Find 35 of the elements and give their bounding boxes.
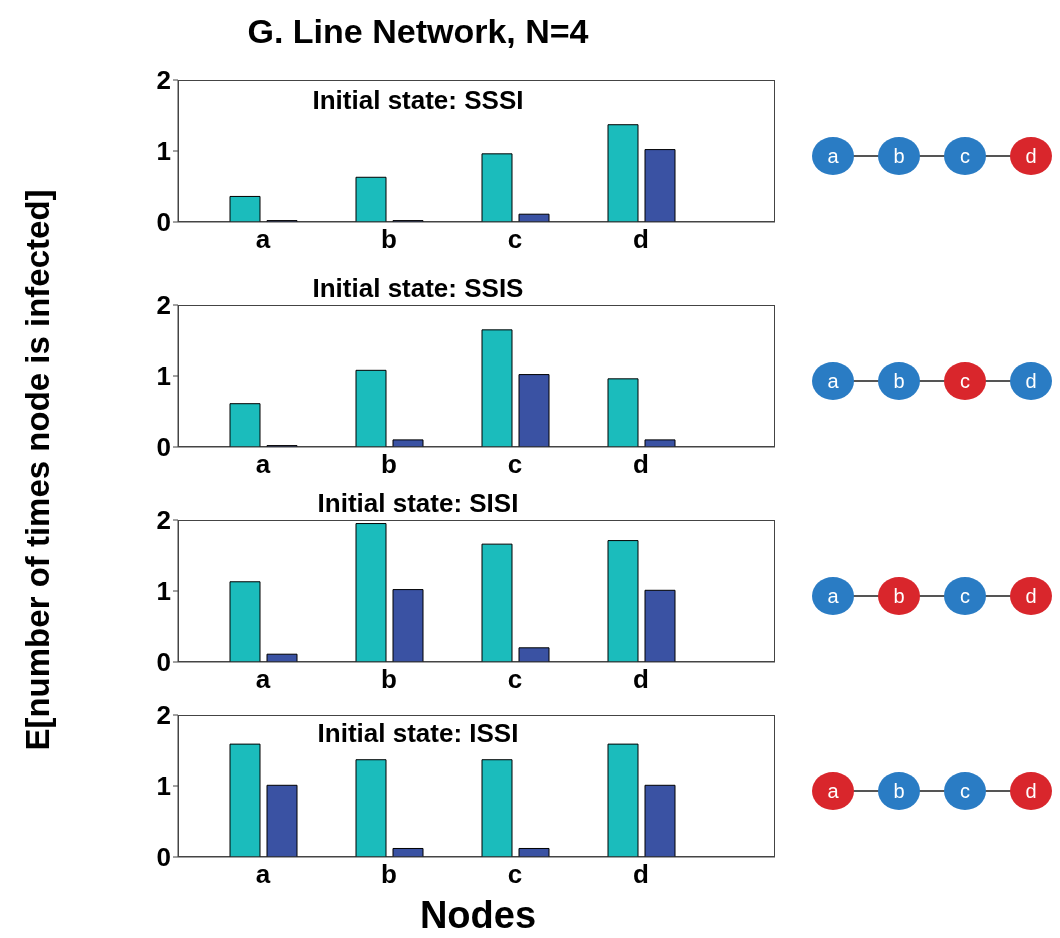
y-tick-label: 0: [156, 207, 171, 238]
x-tick-label: d: [633, 664, 649, 695]
y-tick-label: 1: [156, 771, 171, 802]
x-tick-label: c: [507, 449, 523, 480]
chart-title: Initial state: SSSI: [311, 85, 525, 115]
chart-title: Initial state: SSIS: [311, 273, 525, 303]
y-tick-label: 1: [156, 361, 171, 392]
y-tick-label: 0: [156, 432, 171, 463]
x-tick-label: b: [381, 664, 397, 695]
x-tick-label: b: [381, 859, 397, 890]
text: G. Line Network, N=4: [246, 12, 590, 51]
y-tick-label: 2: [156, 505, 171, 536]
chart-title: Initial state: ISSI: [316, 718, 520, 748]
x-tick-label: c: [507, 859, 523, 890]
y-tick-label: 2: [156, 65, 171, 96]
x-tick-label: d: [633, 859, 649, 890]
x-tick-label: a: [255, 859, 271, 890]
y-axis-title: E[number of times node is infected]: [19, 189, 57, 751]
x-tick-label: d: [633, 449, 649, 480]
y-tick-label: 2: [156, 290, 171, 321]
x-axis-title: Nodes: [419, 893, 537, 937]
x-tick-label: c: [507, 224, 523, 255]
x-tick-label: c: [507, 664, 523, 695]
x-tick-label: a: [255, 449, 271, 480]
y-tick-label: 0: [156, 842, 171, 873]
x-tick-label: b: [381, 224, 397, 255]
x-tick-label: a: [255, 664, 271, 695]
x-tick-label: d: [633, 224, 649, 255]
y-tick-label: 0: [156, 647, 171, 678]
y-tick-label: 1: [156, 576, 171, 607]
y-tick-label: 2: [156, 700, 171, 731]
x-tick-label: a: [255, 224, 271, 255]
chart-title: Initial state: SISI: [316, 488, 520, 518]
y-tick-label: 1: [156, 136, 171, 167]
x-tick-label: b: [381, 449, 397, 480]
